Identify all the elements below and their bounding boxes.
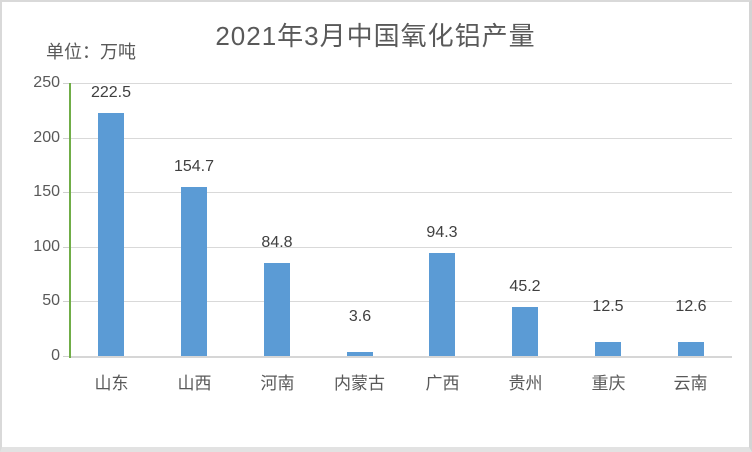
value-label-云南: 12.6 xyxy=(675,298,707,315)
y-tick-label-200: 200 xyxy=(33,129,60,146)
y-tickmark-150 xyxy=(63,192,69,193)
y-tickmark-0 xyxy=(63,356,69,357)
bar-内蒙古 xyxy=(347,352,373,356)
y-tickmark-250 xyxy=(63,83,69,84)
value-label-山东: 222.5 xyxy=(90,84,132,101)
y-tick-label-250: 250 xyxy=(33,74,60,91)
bar-贵州 xyxy=(512,307,538,356)
y-axis-line xyxy=(69,83,71,358)
gridline-100 xyxy=(70,247,732,248)
plot-area: 0 50 100 150 200 250 222.5 山东 154.7 山西 84.8 河南 3.6 内蒙… xyxy=(2,2,749,447)
bar-山西 xyxy=(181,187,207,356)
value-label-河南: 84.8 xyxy=(261,234,293,251)
category-label-山东: 山东 xyxy=(94,374,129,393)
y-tick-label-50: 50 xyxy=(42,292,60,309)
value-label-山西: 154.7 xyxy=(173,158,215,175)
category-label-贵州: 贵州 xyxy=(508,374,543,393)
bar-重庆 xyxy=(595,342,621,356)
y-tickmark-200 xyxy=(63,138,69,139)
y-tickmark-100 xyxy=(63,247,69,248)
value-label-内蒙古: 3.6 xyxy=(348,308,372,325)
category-label-广西: 广西 xyxy=(425,374,460,393)
y-tick-label-0: 0 xyxy=(51,347,60,364)
bar-云南 xyxy=(678,342,704,356)
category-label-重庆: 重庆 xyxy=(591,374,626,393)
value-label-重庆: 12.5 xyxy=(592,298,624,315)
y-tickmark-50 xyxy=(63,301,69,302)
x-axis-line xyxy=(70,356,732,358)
gridline-150 xyxy=(70,192,732,193)
category-label-山西: 山西 xyxy=(177,374,212,393)
gridline-200 xyxy=(70,138,732,139)
value-label-贵州: 45.2 xyxy=(509,278,541,295)
value-label-广西: 94.3 xyxy=(426,224,458,241)
chart-title: 2021年3月中国氧化铝产量 xyxy=(215,21,536,51)
category-label-云南: 云南 xyxy=(673,374,708,393)
gridline-50 xyxy=(70,301,732,302)
category-label-河南: 河南 xyxy=(260,374,295,393)
category-label-内蒙古: 内蒙古 xyxy=(334,374,385,393)
gridline-250 xyxy=(70,83,732,84)
bar-山东 xyxy=(98,113,124,356)
bar-广西 xyxy=(429,253,455,356)
y-tick-label-100: 100 xyxy=(33,238,60,255)
bar-河南 xyxy=(264,263,290,356)
y-tick-label-150: 150 xyxy=(33,183,60,200)
unit-label: 单位：万吨 xyxy=(46,42,136,62)
